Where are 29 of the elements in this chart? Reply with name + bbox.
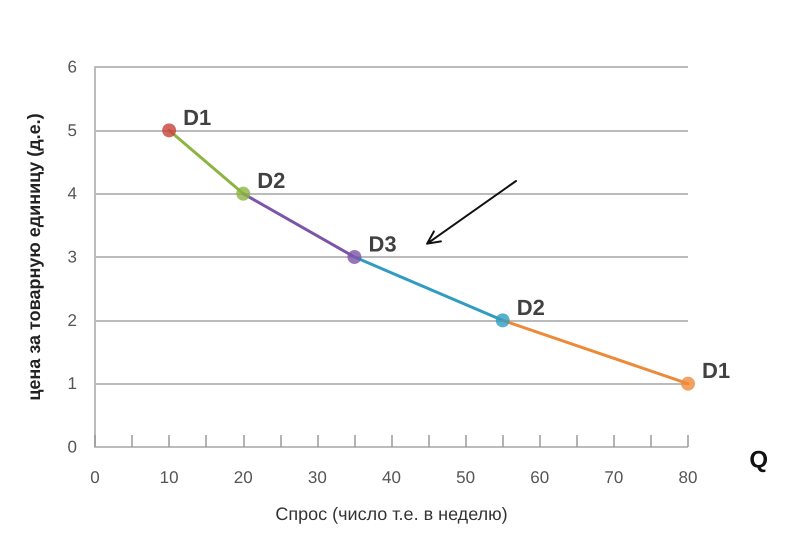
y-tick-label: 0 (68, 438, 77, 456)
y-axis-title: цена за товарную единицу (д.е.) (24, 113, 44, 401)
point (347, 250, 362, 264)
x-tick-label: 80 (678, 468, 698, 487)
text: Q (749, 446, 768, 474)
x-tick-label: 60 (530, 468, 550, 487)
annotation: D1 (183, 104, 212, 130)
point (496, 313, 510, 328)
x-tick-label: 0 (90, 468, 100, 487)
annotation: D3 (368, 232, 397, 256)
point (681, 376, 695, 391)
x-tick-label: 50 (456, 468, 476, 487)
point (162, 123, 176, 138)
x-tick-label: 40 (382, 468, 401, 487)
annotation: D1 (702, 358, 730, 384)
x-tick-label: 10 (160, 468, 179, 487)
y-tick-label: 3 (68, 248, 77, 266)
x-tick-label: 20 (234, 468, 253, 487)
x-axis-title: Спрос (число т.е. в неделю) (275, 504, 508, 524)
annotation: D2 (516, 294, 545, 320)
y-tick-label: 1 (68, 374, 77, 394)
y-tick-label: 5 (68, 120, 77, 140)
point (236, 186, 250, 201)
y-tick-label: 2 (68, 310, 77, 330)
y-tick-label: 4 (68, 184, 77, 204)
x-tick-label: 70 (604, 468, 624, 487)
y-tick-label: 6 (68, 58, 77, 76)
annotation: D2 (257, 168, 286, 194)
x-tick-label: 30 (308, 468, 327, 487)
